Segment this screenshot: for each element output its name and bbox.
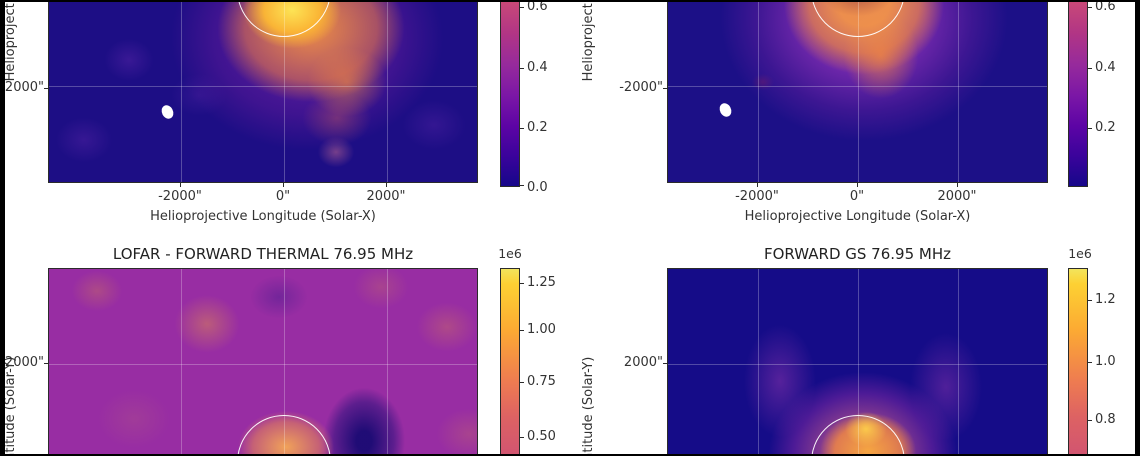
colorbar-tick-label: 0.6 <box>527 0 548 14</box>
beam-ellipse <box>717 101 734 119</box>
gridline-horizontal <box>49 364 477 365</box>
colorbar-tick-label: 1.2 <box>1095 292 1116 307</box>
x-tick-label: 0" <box>849 189 865 204</box>
x-tick-label: 2000" <box>937 189 977 204</box>
colorbar-tick-mark <box>520 68 524 69</box>
x-axis-label: Helioprojective Longitude (Solar-X) <box>744 209 971 224</box>
y-tick-mark <box>44 88 48 89</box>
colorbar-offset-text: 1e6 <box>1068 246 1092 261</box>
y-tick-label: 2000" <box>4 355 44 370</box>
y-tick-mark <box>44 363 48 364</box>
colorbar-tick-mark <box>1088 362 1092 363</box>
solar-disk-circle <box>811 415 905 456</box>
gridline-vertical <box>387 269 388 456</box>
x-tick-label: 2000" <box>366 189 406 204</box>
frame-border-bottom <box>0 454 1140 456</box>
gridline-vertical <box>758 0 759 182</box>
colorbar-bottom-right <box>1068 268 1088 454</box>
gridline-horizontal <box>49 86 477 87</box>
x-tick-mark <box>757 183 758 187</box>
frame-border-left <box>0 0 5 456</box>
solar-disk-circle <box>811 0 905 37</box>
colorbar-tick-label: 0.50 <box>527 429 556 444</box>
gridline-vertical <box>758 269 759 456</box>
y-axis-label: Helioprojective Latitude (Solar-Y) <box>581 343 597 456</box>
beam-ellipse <box>159 103 176 121</box>
colorbar-tick-mark <box>520 330 524 331</box>
y-tick-label: -2000" <box>619 80 663 95</box>
x-tick-label: -2000" <box>158 189 202 204</box>
colorbar-tick-label: 0.0 <box>527 180 548 195</box>
colorbar-tick-label: 0.2 <box>1095 120 1116 135</box>
gridline-vertical <box>958 269 959 456</box>
colorbar-tick-mark <box>1088 300 1092 301</box>
gridline-vertical <box>181 0 182 182</box>
heatmap-panel-bottom-left <box>48 268 478 456</box>
colorbar-tick-mark <box>1088 68 1092 69</box>
gridline-vertical <box>181 269 182 456</box>
colorbar-tick-label: 0.4 <box>1095 60 1116 75</box>
x-tick-mark <box>957 183 958 187</box>
colorbar-top-right <box>1068 0 1088 187</box>
colorbar-tick-label: 0.8 <box>1095 412 1116 427</box>
panel-title-bottom-left: LOFAR - FORWARD THERMAL 76.95 MHz <box>112 245 414 263</box>
colorbar-bottom-left <box>500 268 520 454</box>
gridline-horizontal <box>668 86 1047 87</box>
heatmap-panel-bottom-right <box>667 268 1048 456</box>
colorbar-tick-label: 1.00 <box>527 322 556 337</box>
colorbar-tick-mark <box>520 128 524 129</box>
x-tick-mark <box>386 183 387 187</box>
colorbar-tick-label: 0.2 <box>527 120 548 135</box>
x-tick-label: -2000" <box>735 189 779 204</box>
x-tick-mark <box>180 183 181 187</box>
frame-border-top <box>0 0 1140 2</box>
y-axis-label: Helioprojective Latitude (Solar-Y) <box>3 343 19 456</box>
colorbar-tick-mark <box>520 437 524 438</box>
y-tick-label: -2000" <box>0 80 44 95</box>
y-tick-label: 2000" <box>623 355 663 370</box>
panel-title-bottom-right: FORWARD GS 76.95 MHz <box>764 245 951 263</box>
colorbar-tick-mark <box>1088 128 1092 129</box>
colorbar-tick-mark <box>1088 420 1092 421</box>
frame-border-right <box>1135 0 1140 456</box>
colorbar-tick-mark <box>520 283 524 284</box>
y-tick-mark <box>663 88 667 89</box>
colorbar-top-left <box>500 0 520 187</box>
colorbar-tick-label: 0.4 <box>527 60 548 75</box>
y-axis-label: Helioprojective Latitude (Solar-Y) <box>3 0 19 95</box>
gridline-vertical <box>387 0 388 182</box>
y-tick-mark <box>663 363 667 364</box>
gridline-vertical <box>858 269 859 456</box>
colorbar-tick-label: 1.25 <box>527 275 556 290</box>
gridline-vertical <box>858 0 859 182</box>
colorbar-tick-label: 1.0 <box>1095 354 1116 369</box>
colorbar-tick-mark <box>520 382 524 383</box>
x-tick-mark <box>857 183 858 187</box>
x-tick-mark <box>283 183 284 187</box>
y-axis-label: Helioprojective Latitude (Solar-Y) <box>581 0 597 95</box>
x-tick-label: 0" <box>275 189 291 204</box>
gridline-vertical <box>284 0 285 182</box>
gridline-horizontal <box>668 364 1047 365</box>
gridline-vertical <box>284 269 285 456</box>
solar-disk-circle <box>237 0 331 37</box>
gridline-vertical <box>958 0 959 182</box>
colorbar-tick-mark <box>520 185 524 186</box>
colorbar-tick-label: 0.6 <box>1095 0 1116 14</box>
heatmap-panel-top-left <box>48 0 478 183</box>
x-axis-label: Helioprojective Longitude (Solar-X) <box>150 209 376 224</box>
colorbar-tick-mark <box>520 7 524 8</box>
heatmap-panel-top-right <box>667 0 1048 183</box>
colorbar-tick-label: 0.75 <box>527 374 556 389</box>
colorbar-offset-text: 1e6 <box>498 246 522 261</box>
solar-disk-circle <box>237 415 331 456</box>
colorbar-tick-mark <box>1088 7 1092 8</box>
